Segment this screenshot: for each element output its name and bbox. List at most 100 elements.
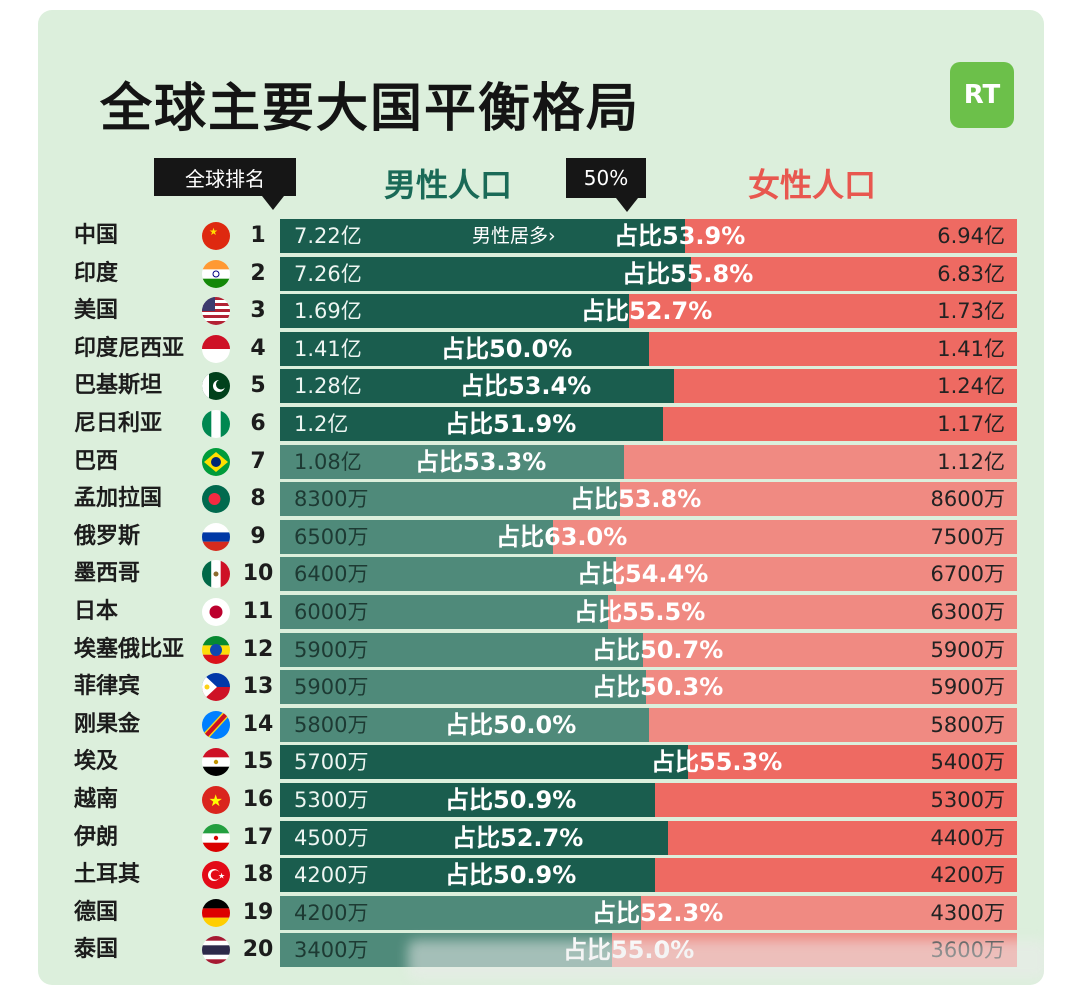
rank-number: 3 bbox=[250, 298, 266, 324]
female-value-label: 4300万 bbox=[930, 900, 1005, 925]
rank-number: 9 bbox=[250, 523, 266, 549]
male-bar-segment bbox=[280, 444, 624, 479]
female-value-label: 4200万 bbox=[930, 863, 1005, 888]
male-bar-segment bbox=[280, 331, 649, 366]
rank-number: 2 bbox=[250, 260, 266, 286]
rank-number: 1 bbox=[250, 223, 266, 248]
female-value-label: 8600万 bbox=[930, 487, 1005, 512]
russia-flag-icon bbox=[202, 522, 230, 551]
male-bar-segment bbox=[280, 294, 629, 329]
table-row: 刚果金 14 5800万 占比50.0% 5800万 bbox=[38, 707, 1044, 743]
female-bar-segment bbox=[655, 783, 1017, 817]
table-row: 巴西 7 1.08亿 占比53.3% 1.12亿 bbox=[38, 444, 1044, 480]
male-value-label: 8300万 bbox=[294, 487, 369, 512]
country-label: 孟加拉国 bbox=[74, 486, 163, 512]
table-row: 德国 19 4200万 占比52.3% 4300万 bbox=[38, 895, 1044, 931]
table-row: 尼日利亚 6 1.2亿 占比51.9% 1.17亿 bbox=[38, 406, 1044, 442]
country-label: 越南 bbox=[74, 787, 119, 812]
population-bar: 4500万 占比52.7% 4400万 bbox=[280, 820, 1017, 855]
brazil-flag-icon bbox=[202, 447, 230, 476]
table-row: 孟加拉国 8 8300万 占比53.8% 8600万 bbox=[38, 481, 1044, 517]
male-bar-segment bbox=[280, 745, 688, 780]
country-label: 伊朗 bbox=[74, 824, 119, 850]
rank-number: 13 bbox=[242, 674, 274, 700]
female-bar-segment bbox=[629, 294, 1017, 329]
male-value-label: 3400万 bbox=[294, 938, 369, 963]
table-row: 中国 ★ 1 7.22亿 男性居多› 占比53.9% 6.94亿 bbox=[38, 218, 1044, 254]
share-label: 占比50.0% bbox=[445, 710, 577, 739]
population-bar: 7.22亿 男性居多› 占比53.9% 6.94亿 bbox=[280, 219, 1017, 253]
male-bar-segment bbox=[280, 595, 608, 629]
female-bar-segment bbox=[691, 256, 1017, 291]
female-bar-segment bbox=[646, 670, 1017, 705]
germany-flag-icon bbox=[202, 898, 230, 927]
share-label: 占比50.0% bbox=[441, 334, 573, 363]
female-bar-segment bbox=[641, 895, 1017, 930]
watermark-blur bbox=[408, 940, 1044, 980]
rank-number: 8 bbox=[250, 486, 266, 512]
table-row: 土耳其 ★ 18 4200万 占比50.9% 4200万 bbox=[38, 857, 1044, 893]
country-label: 美国 bbox=[74, 298, 119, 324]
country-label: 巴西 bbox=[74, 448, 119, 474]
male-value-label: 7.26亿 bbox=[294, 261, 362, 286]
male-bar-segment bbox=[280, 783, 655, 817]
population-bar: 5700万 占比55.3% 5400万 bbox=[280, 745, 1017, 780]
female-value-label: 1.41亿 bbox=[937, 336, 1005, 361]
table-row: 伊朗 17 4500万 占比52.7% 4400万 bbox=[38, 820, 1044, 856]
female-bar-segment bbox=[685, 219, 1017, 253]
male-value-label: 4500万 bbox=[294, 825, 369, 850]
share-label: 占比55.5% bbox=[574, 598, 706, 626]
table-row: 巴基斯坦 5 1.28亿 占比53.4% 1.24亿 bbox=[38, 368, 1044, 404]
india-flag-icon bbox=[202, 259, 230, 288]
rank-number: 19 bbox=[242, 899, 274, 925]
male-bar-segment bbox=[280, 219, 685, 253]
female-bar-segment bbox=[663, 407, 1017, 441]
male-bar-segment bbox=[280, 256, 691, 291]
male-value-label: 4200万 bbox=[294, 863, 369, 888]
population-bar: 1.08亿 占比53.3% 1.12亿 bbox=[280, 444, 1017, 479]
male-bar-segment bbox=[280, 670, 646, 705]
male-bar-segment bbox=[280, 557, 616, 592]
country-label: 巴基斯坦 bbox=[74, 373, 163, 399]
male-bar-segment bbox=[280, 707, 649, 742]
rt-logo: RT bbox=[950, 62, 1014, 128]
male-value-label: 5700万 bbox=[294, 750, 369, 775]
svg-text:★: ★ bbox=[209, 227, 218, 238]
china-flag-icon: ★ bbox=[202, 222, 230, 250]
share-label: 占比53.9% bbox=[614, 222, 746, 250]
svg-text:★: ★ bbox=[209, 791, 223, 810]
female-bar-segment bbox=[616, 557, 1017, 592]
infographic-card: 全球主要大国平衡格局 RT 全球排名 男性人口 50% 女性人口 中国 ★ 1 7.2… bbox=[38, 10, 1044, 985]
share-label: 占比55.3% bbox=[651, 748, 783, 777]
rank-number: 17 bbox=[242, 824, 274, 850]
share-label: 占比51.9% bbox=[445, 410, 577, 438]
female-bar-segment bbox=[643, 632, 1017, 667]
rank-number: 20 bbox=[242, 937, 274, 963]
bangladesh-flag-icon bbox=[202, 485, 230, 514]
share-label: 占比53.4% bbox=[460, 372, 592, 401]
rank-header-label: 全球排名 bbox=[185, 166, 265, 191]
female-value-label: 6.94亿 bbox=[937, 224, 1005, 248]
share-label: 占比63.0% bbox=[496, 522, 628, 551]
male-value-label: 6400万 bbox=[294, 562, 369, 587]
turkey-flag-icon: ★ bbox=[202, 861, 230, 890]
country-label: 埃塞俄比亚 bbox=[74, 636, 185, 662]
male-value-label: 1.69亿 bbox=[294, 299, 362, 324]
male-bar-segment bbox=[280, 407, 663, 441]
female-legend-label: 女性人口 bbox=[748, 166, 877, 204]
rank-number: 18 bbox=[242, 862, 274, 888]
fifty-percent-label: 50% bbox=[583, 166, 629, 190]
country-label: 印度尼西亚 bbox=[74, 335, 185, 361]
population-bar: 5800万 占比50.0% 5800万 bbox=[280, 707, 1017, 742]
share-label: 占比50.9% bbox=[445, 786, 577, 814]
usa-flag-icon bbox=[202, 297, 230, 326]
population-bar: 6500万 占比63.0% 7500万 bbox=[280, 519, 1017, 554]
male-value-label: 7.22亿 bbox=[294, 224, 362, 248]
egypt-flag-icon bbox=[202, 748, 230, 777]
country-label: 刚果金 bbox=[74, 711, 141, 737]
rank-number: 10 bbox=[242, 561, 274, 587]
country-label: 德国 bbox=[74, 899, 119, 925]
rank-number: 6 bbox=[250, 411, 266, 436]
female-bar-segment bbox=[688, 745, 1017, 780]
female-value-label: 5400万 bbox=[930, 750, 1005, 775]
